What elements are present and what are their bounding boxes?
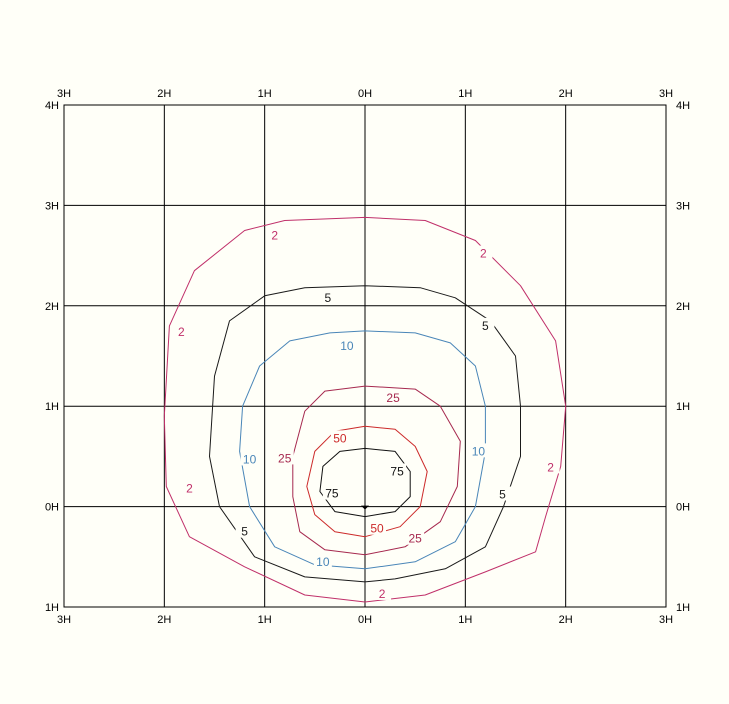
contour-label-50: 50 (333, 431, 347, 445)
contour-label-bg (180, 480, 199, 495)
contour-label-bg (313, 553, 332, 568)
contour-label-bg (322, 485, 341, 500)
x-tick-label-top: 2H (157, 88, 171, 100)
contour-label-bg (373, 585, 392, 600)
contour-label-bg (388, 463, 407, 478)
y-tick-label-right: 1H (676, 602, 690, 614)
contour-label-bg (368, 520, 387, 535)
contour-label-10: 10 (472, 444, 486, 458)
y-tick-label-right: 2H (676, 301, 690, 313)
y-tick-label-right: 1H (676, 401, 690, 413)
x-tick-label-bottom: 3H (57, 614, 71, 626)
y-tick-label-left: 3H (45, 200, 59, 212)
contour-label-5: 5 (241, 525, 248, 539)
contour-label-2: 2 (271, 229, 278, 243)
y-tick-label-left: 0H (45, 502, 59, 514)
contour-label-5: 5 (482, 319, 489, 333)
y-tick-label-left: 1H (45, 401, 59, 413)
contour-line-5 (209, 285, 521, 583)
contour-label-bg (384, 390, 403, 405)
contour-label-10: 10 (316, 555, 330, 569)
luminaire-marker (361, 505, 369, 510)
x-tick-label-bottom: 2H (559, 614, 573, 626)
contour-label-bg (476, 317, 495, 332)
contour-label-2: 2 (186, 482, 193, 496)
contour-label-2: 2 (547, 460, 554, 474)
x-tick-label-bottom: 0H (358, 614, 372, 626)
contour-label-75: 75 (390, 464, 404, 478)
x-tick-label-top: 1H (458, 88, 472, 100)
x-tick-label-top: 3H (57, 88, 71, 100)
contour-label-bg (275, 450, 294, 465)
contour-label-10: 10 (340, 339, 354, 353)
x-tick-label-top: 0H (358, 88, 372, 100)
y-tick-label-left: 2H (45, 301, 59, 313)
x-tick-label-bottom: 1H (258, 614, 272, 626)
x-tick-label-bottom: 3H (659, 614, 673, 626)
contour-label-25: 25 (408, 532, 422, 546)
contour-label-bg (406, 530, 425, 545)
contour-label-5: 5 (325, 291, 332, 305)
contour-label-25: 25 (278, 451, 292, 465)
contour-label-50: 50 (370, 522, 384, 536)
contour-label-2: 2 (379, 587, 386, 601)
y-tick-label-left: 4H (45, 100, 59, 112)
y-tick-label-right: 4H (676, 100, 690, 112)
contour-line-25 (292, 385, 461, 556)
x-tick-label-bottom: 2H (157, 614, 171, 626)
contour-label-bg (235, 523, 254, 538)
contour-label-bg (318, 289, 337, 304)
x-tick-label-bottom: 1H (458, 614, 472, 626)
contour-label-2: 2 (480, 247, 487, 261)
contour-line-50 (306, 425, 428, 538)
contour-label-25: 25 (386, 391, 400, 405)
y-tick-label-right: 3H (676, 200, 690, 212)
contour-label-75: 75 (325, 487, 339, 501)
contour-label-bg (330, 430, 349, 445)
contour-label-2: 2 (178, 325, 185, 339)
x-tick-label-top: 1H (258, 88, 272, 100)
contour-label-bg (541, 459, 560, 474)
contour-label-bg (337, 337, 356, 352)
contour-label-bg (469, 443, 488, 458)
contour-label-5: 5 (499, 488, 506, 502)
x-tick-label-top: 3H (659, 88, 673, 100)
x-tick-label-top: 2H (559, 88, 573, 100)
contour-label-10: 10 (243, 452, 257, 466)
y-tick-label-right: 0H (676, 502, 690, 514)
contour-label-bg (493, 486, 512, 501)
contour-label-bg (172, 323, 191, 338)
y-tick-label-left: 1H (45, 602, 59, 614)
contour-line-10 (239, 330, 486, 570)
contour-line-2 (163, 216, 567, 603)
contour-label-bg (265, 227, 284, 242)
contour-label-bg (474, 245, 493, 260)
contour-label-bg (240, 451, 259, 466)
